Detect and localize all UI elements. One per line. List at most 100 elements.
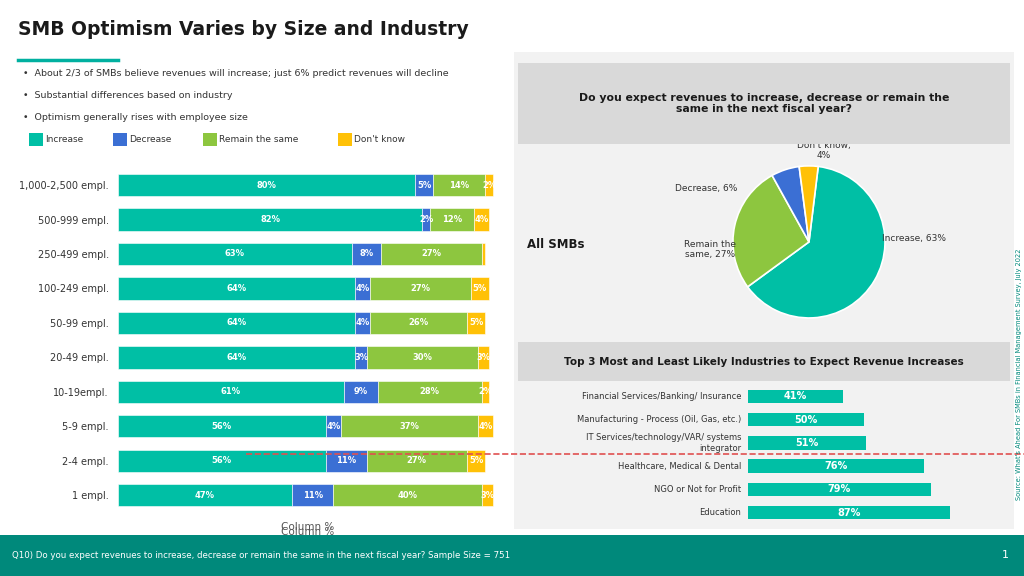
Bar (378, 381, 481, 403)
Bar (481, 243, 485, 265)
Bar (118, 312, 355, 334)
Text: 5%: 5% (473, 284, 487, 293)
Text: 76%: 76% (824, 461, 848, 471)
Bar (433, 174, 485, 196)
Text: 26%: 26% (409, 319, 429, 327)
Text: NGO or Not for Profit: NGO or Not for Profit (654, 485, 741, 494)
Text: 4%: 4% (475, 215, 488, 224)
Text: 11%: 11% (336, 456, 356, 465)
Text: Remain the
same, 27%: Remain the same, 27% (684, 240, 736, 259)
Text: 28%: 28% (420, 387, 439, 396)
Text: 37%: 37% (399, 422, 419, 431)
Text: 4%: 4% (355, 319, 370, 327)
Text: 2%: 2% (419, 215, 433, 224)
Text: 56%: 56% (212, 422, 231, 431)
Wedge shape (733, 176, 809, 287)
Bar (326, 449, 367, 472)
Text: 87%: 87% (837, 507, 860, 518)
Text: 27%: 27% (422, 249, 441, 259)
Text: •  About 2/3 of SMBs believe revenues will increase; just 6% predict revenues wi: • About 2/3 of SMBs believe revenues wil… (23, 69, 449, 78)
Bar (371, 277, 471, 300)
Text: 3%: 3% (476, 353, 490, 362)
Text: 1: 1 (1001, 550, 1009, 560)
Bar (478, 346, 489, 369)
Bar (415, 174, 433, 196)
Bar (748, 506, 949, 520)
Bar (481, 484, 493, 506)
Text: 56%: 56% (212, 456, 231, 465)
Text: Healthcare, Medical & Dental: Healthcare, Medical & Dental (618, 461, 741, 471)
Text: 3%: 3% (354, 353, 368, 362)
Bar (118, 174, 415, 196)
Bar (748, 413, 863, 426)
Text: Education: Education (699, 508, 741, 517)
Text: 51%: 51% (795, 438, 818, 448)
Text: IT Services/technology/VAR/ systems
integrator: IT Services/technology/VAR/ systems inte… (586, 433, 741, 453)
Text: Increase: Increase (45, 135, 83, 144)
Text: Column %: Column % (281, 522, 334, 532)
Text: 47%: 47% (195, 491, 215, 500)
Text: 82%: 82% (260, 215, 280, 224)
Text: 80%: 80% (256, 180, 276, 190)
Text: Increase, 63%: Increase, 63% (882, 234, 946, 242)
Bar (481, 381, 489, 403)
Bar (748, 459, 924, 473)
Bar (352, 243, 382, 265)
Text: 5%: 5% (469, 319, 483, 327)
Wedge shape (799, 166, 818, 242)
Bar (326, 415, 341, 437)
Text: 63%: 63% (224, 249, 245, 259)
Text: 50%: 50% (794, 415, 817, 425)
Text: Top 3 Most and Least Likely Industries to Expect Revenue Increases: Top 3 Most and Least Likely Industries t… (564, 357, 964, 367)
Text: 14%: 14% (450, 180, 470, 190)
X-axis label: Column %: Column % (281, 527, 334, 537)
Bar (118, 209, 422, 231)
Bar (422, 209, 430, 231)
Text: 41%: 41% (783, 391, 807, 401)
Text: 79%: 79% (827, 484, 851, 494)
Text: 64%: 64% (226, 319, 247, 327)
Text: 4%: 4% (326, 422, 340, 431)
Bar (748, 389, 843, 403)
Text: All SMBs: All SMBs (527, 238, 585, 251)
Bar (367, 449, 467, 472)
Text: 4%: 4% (355, 284, 370, 293)
Bar (344, 381, 378, 403)
Text: 5%: 5% (469, 456, 483, 465)
Text: Don't know: Don't know (354, 135, 406, 144)
Text: 5%: 5% (417, 180, 431, 190)
Wedge shape (772, 166, 809, 242)
Bar (355, 277, 371, 300)
Text: 40%: 40% (397, 491, 418, 500)
Bar (355, 312, 371, 334)
Bar (474, 209, 489, 231)
Bar (467, 312, 485, 334)
Bar (430, 209, 474, 231)
Text: •  Substantial differences based on industry: • Substantial differences based on indus… (23, 91, 232, 100)
Text: Q10) Do you expect revenues to increase, decrease or remain the same in the next: Q10) Do you expect revenues to increase,… (12, 551, 510, 560)
Bar (118, 484, 292, 506)
Text: 3%: 3% (480, 491, 495, 500)
Bar (333, 484, 481, 506)
Bar (748, 483, 931, 496)
Text: SMB Optimism Varies by Size and Industry: SMB Optimism Varies by Size and Industry (18, 20, 469, 39)
Bar (118, 381, 344, 403)
Text: 11%: 11% (303, 491, 323, 500)
Text: 27%: 27% (407, 456, 427, 465)
Text: 9%: 9% (354, 387, 368, 396)
Text: 8%: 8% (359, 249, 374, 259)
Bar (471, 277, 489, 300)
Text: •  Optimism generally rises with employee size: • Optimism generally rises with employee… (23, 113, 248, 122)
Bar (371, 312, 467, 334)
Bar (292, 484, 333, 506)
Text: Do you expect revenues to increase, decrease or remain the
same in the next fisc: Do you expect revenues to increase, decr… (579, 93, 949, 115)
Text: Don't know,
4%: Don't know, 4% (798, 141, 851, 160)
Wedge shape (748, 166, 885, 318)
Bar (467, 449, 485, 472)
Bar (478, 415, 493, 437)
Bar (367, 346, 478, 369)
Bar (485, 174, 493, 196)
Bar (118, 277, 355, 300)
Bar (118, 346, 355, 369)
Text: 2%: 2% (478, 387, 493, 396)
